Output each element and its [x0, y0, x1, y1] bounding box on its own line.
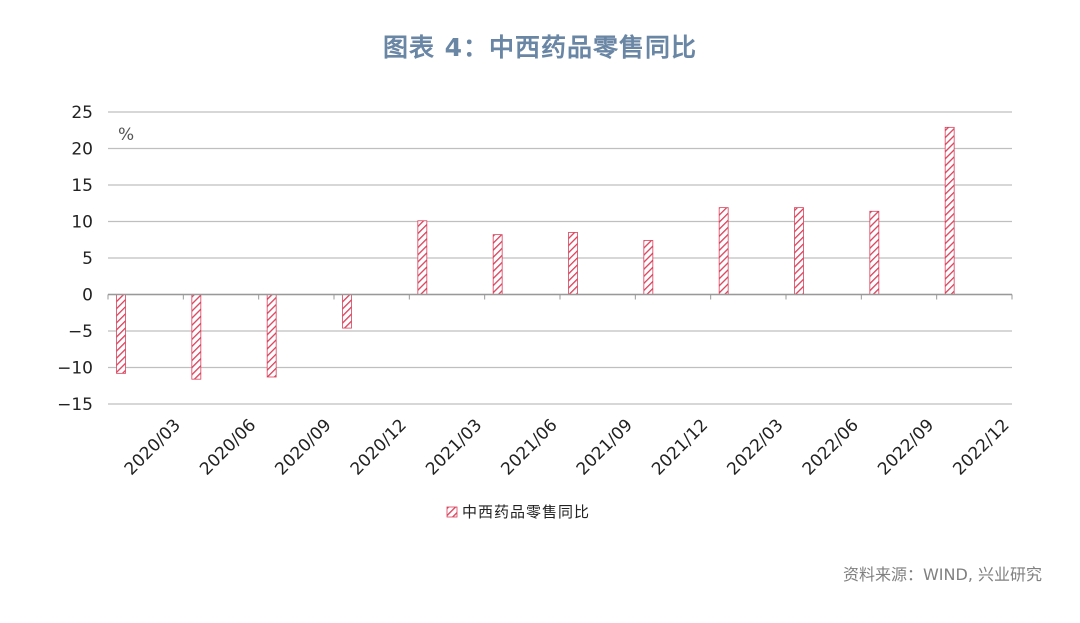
bar-2020-03: [116, 294, 126, 374]
bars: [116, 126, 955, 380]
x-tick-label: 2021/09: [573, 415, 637, 479]
x-tick-label: 2021/06: [497, 415, 561, 479]
bar-2022-03: [718, 207, 729, 295]
y-tick-label: −5: [68, 322, 93, 342]
x-axis-ticks: [107, 294, 1013, 300]
x-tick-label: 2022/03: [723, 415, 787, 479]
legend: 中西药品零售同比: [446, 503, 590, 521]
source-note: 资料来源：WIND, 兴业研究: [842, 565, 1042, 584]
legend-swatch: [446, 506, 458, 518]
x-tick-label: 2021/03: [422, 415, 486, 479]
x-tick-label: 2022/06: [799, 415, 863, 479]
bar-2020-09: [266, 294, 277, 378]
chart-title: 图表 4：中西药品零售同比: [382, 33, 698, 62]
bar-2022-06: [794, 207, 804, 295]
x-tick-label: 2020/03: [121, 415, 185, 479]
x-tick-label: 2020/09: [271, 415, 335, 479]
y-tick-label: 0: [82, 286, 93, 306]
y-tick-label: −15: [57, 395, 93, 415]
bar-2021-03: [417, 220, 428, 295]
y-tick-label: 10: [71, 213, 93, 233]
x-tick-label: 2020/12: [347, 415, 411, 479]
y-tick-label: 15: [71, 176, 93, 196]
legend-label: 中西药品零售同比: [462, 503, 590, 521]
bar-2022-12: [944, 126, 955, 295]
y-unit-label: %: [118, 125, 134, 145]
x-tick-label: 2022/12: [949, 415, 1013, 479]
bar-2020-12: [342, 294, 352, 329]
bar-2022-09: [869, 210, 880, 295]
bar-2021-09: [568, 232, 578, 295]
y-tick-label: 20: [71, 140, 93, 160]
y-tick-label: 25: [71, 103, 93, 123]
y-tick-label: −10: [57, 359, 93, 379]
x-axis-tick-labels: 2020/03 2020/06 2020/09 2020/12 2021/03 2021/…: [121, 415, 1014, 479]
x-tick-label: 2021/12: [648, 415, 712, 479]
y-axis-tick-labels: 25 20 15 10 5 0 −5 −10 −15: [57, 103, 93, 415]
x-tick-label: 2022/09: [874, 415, 938, 479]
y-tick-label: 5: [82, 249, 93, 269]
bar-2020-06: [191, 294, 202, 380]
x-tick-label: 2020/06: [196, 415, 260, 479]
bar-2021-06: [492, 234, 503, 295]
bar-2021-12: [643, 240, 654, 295]
